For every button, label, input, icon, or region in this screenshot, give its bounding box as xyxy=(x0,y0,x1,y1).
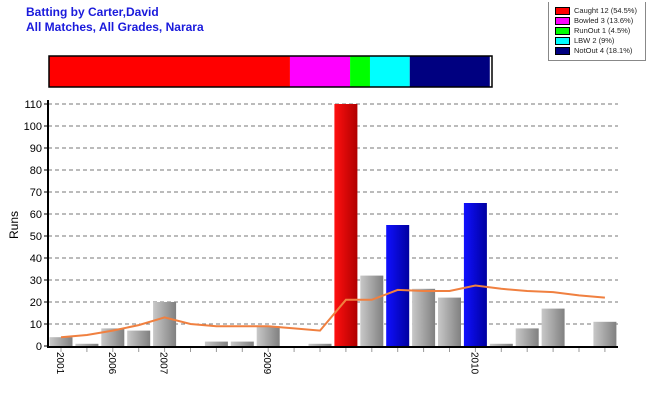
legend-label: Bowled 3 (13.6%) xyxy=(574,16,634,25)
legend-swatch xyxy=(555,26,570,35)
y-tick-label: 110 xyxy=(24,99,42,111)
dismissal-segment xyxy=(289,56,351,87)
y-tick-label: 0 xyxy=(36,341,42,353)
y-tick-label: 80 xyxy=(30,165,42,177)
bar xyxy=(127,330,151,346)
bar xyxy=(593,321,617,346)
bar xyxy=(49,337,73,346)
y-tick-label: 50 xyxy=(30,231,42,243)
bar xyxy=(463,203,487,346)
y-axis-label: Runs xyxy=(7,211,21,239)
x-tick-label: 2010 xyxy=(468,352,479,375)
x-tick-label: 2001 xyxy=(54,352,65,375)
bar xyxy=(412,288,436,346)
legend-label: NotOut 4 (18.1%) xyxy=(574,46,633,55)
average-line xyxy=(60,284,605,339)
y-tick-label: 20 xyxy=(30,297,42,309)
bar xyxy=(101,328,125,346)
chart-title-line2: All Matches, All Grades, Narara xyxy=(26,20,204,34)
y-tick-label: 30 xyxy=(30,275,42,287)
bar xyxy=(75,343,99,346)
bar xyxy=(153,302,177,346)
bar xyxy=(541,308,565,346)
y-tick-label: 90 xyxy=(30,143,42,155)
y-tick-label: 40 xyxy=(30,253,42,265)
legend-swatch xyxy=(555,46,570,55)
y-tick-label: 10 xyxy=(30,319,42,331)
legend-swatch xyxy=(555,16,570,25)
bar xyxy=(489,343,513,346)
bar xyxy=(438,297,461,346)
legend-item: LBW 2 (9%) xyxy=(555,36,614,45)
legend-item: Bowled 3 (13.6%) xyxy=(555,16,633,25)
bar xyxy=(360,275,384,346)
legend-swatch xyxy=(555,36,570,45)
dismissal-segment xyxy=(350,56,370,87)
bar xyxy=(308,343,332,346)
legend-item: RunOut 1 (4.5%) xyxy=(555,26,630,35)
legend-label: RunOut 1 (4.5%) xyxy=(574,26,631,35)
legend-item: Caught 12 (54.5%) xyxy=(555,6,637,15)
legend-label: Caught 12 (54.5%) xyxy=(574,6,637,15)
bar xyxy=(230,341,254,346)
y-tick-label: 100 xyxy=(24,121,42,133)
x-tick-label: 2006 xyxy=(106,352,117,375)
legend-item: NotOut 4 (18.1%) xyxy=(555,46,632,55)
bar xyxy=(204,341,228,346)
bar xyxy=(386,225,410,346)
legend-swatch xyxy=(555,6,570,15)
legend: Caught 12 (54.5%) Bowled 3 (13.6%) RunOut … xyxy=(548,2,646,61)
bar xyxy=(515,328,539,346)
y-tick-label: 60 xyxy=(30,209,42,221)
y-tick-label: 70 xyxy=(30,187,42,199)
x-tick-label: 2007 xyxy=(158,352,169,375)
bar xyxy=(334,104,358,346)
dismissal-segment xyxy=(49,56,290,87)
dismissal-segment xyxy=(409,56,490,87)
bar xyxy=(256,326,280,346)
legend-label: LBW 2 (9%) xyxy=(574,36,615,45)
x-tick-label: 2009 xyxy=(261,352,272,375)
dismissal-strip-border xyxy=(48,55,493,88)
dismissal-segment xyxy=(369,56,410,87)
chart-title-line1: Batting by Carter,David xyxy=(26,5,159,19)
